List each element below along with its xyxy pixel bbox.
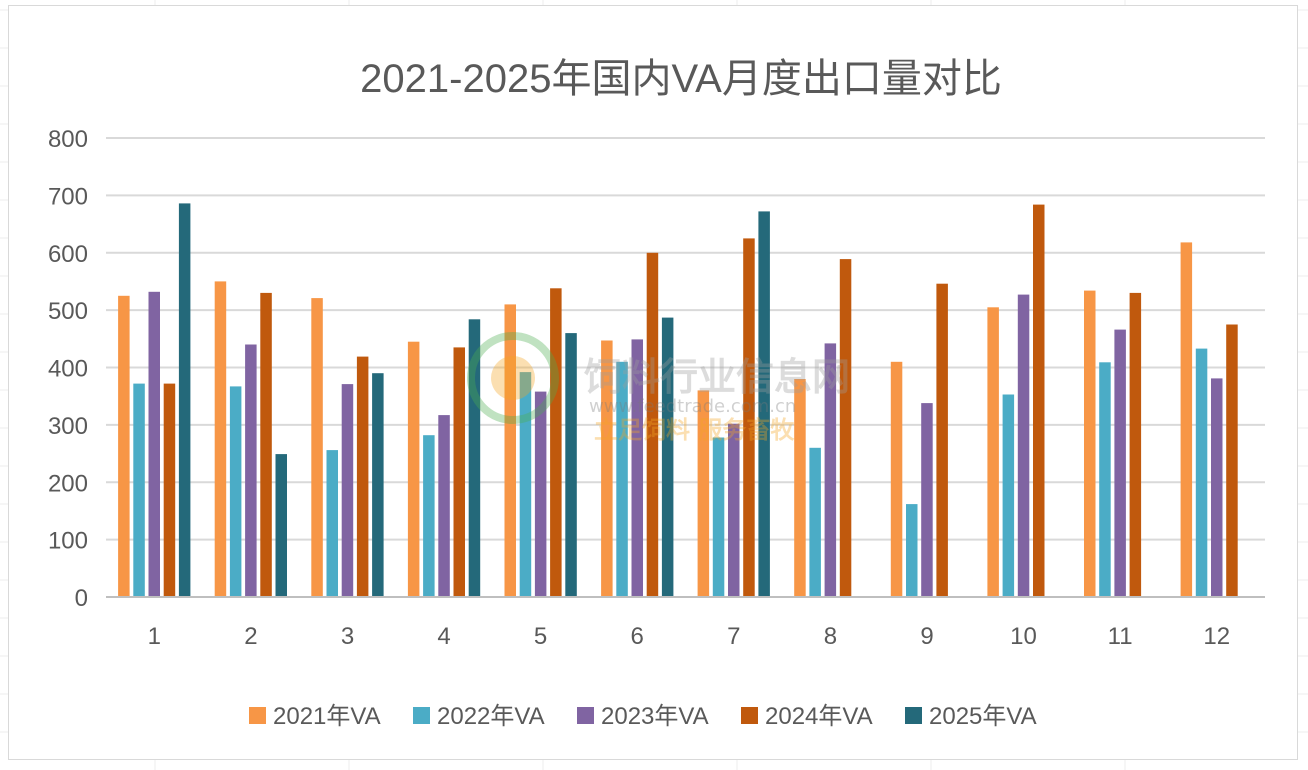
bar xyxy=(565,333,577,597)
x-tick-label: 1 xyxy=(148,623,161,650)
x-tick-label: 12 xyxy=(1203,623,1230,650)
bar xyxy=(809,447,821,597)
bar xyxy=(1195,348,1208,597)
bar xyxy=(229,386,242,597)
bar xyxy=(1180,242,1193,597)
bar xyxy=(245,344,257,597)
legend-swatch xyxy=(249,707,266,724)
bar-chart: 2021-2025年国内VA月度出口量对比 饲料行业信息网 www.feedtr… xyxy=(48,57,1265,730)
watermark-slogan: 立足饲料 服务畜牧 xyxy=(594,416,795,444)
watermark-name: 饲料行业信息网 xyxy=(584,355,850,399)
x-tick-label: 6 xyxy=(631,623,644,650)
bar xyxy=(372,373,384,597)
bar xyxy=(163,383,176,597)
bar xyxy=(148,291,160,597)
x-tick-label: 5 xyxy=(534,623,547,650)
bar xyxy=(438,415,450,597)
bar xyxy=(519,372,532,597)
legend-label: 2024年VA xyxy=(765,703,873,730)
y-tick-label: 400 xyxy=(48,356,88,383)
gridlines xyxy=(106,137,1265,541)
x-tick-label: 4 xyxy=(437,623,450,650)
bar xyxy=(214,281,227,597)
bars xyxy=(118,203,1238,598)
bar xyxy=(1017,294,1030,597)
bar xyxy=(1084,290,1096,597)
bar xyxy=(356,356,369,597)
x-tick-label: 7 xyxy=(727,623,740,650)
bar xyxy=(311,298,323,597)
bar xyxy=(275,454,287,597)
legend: 2021年VA 2022年VA 2023年VA 2024年VA 2025年VA xyxy=(249,703,1037,730)
bar xyxy=(631,339,643,597)
y-tick-label: 300 xyxy=(48,413,88,440)
x-tick-label: 3 xyxy=(341,623,354,650)
x-tick-label: 11 xyxy=(1108,623,1133,650)
x-tick-label: 8 xyxy=(824,623,837,650)
watermark-logo-icon xyxy=(467,332,559,424)
bar xyxy=(936,283,948,597)
watermark: 饲料行业信息网 www.feedtrade.com.cn 立足饲料 服务畜牧 xyxy=(467,332,850,444)
bar xyxy=(743,238,755,597)
chart-container[interactable]: 2021-2025年国内VA月度出口量对比 饲料行业信息网 www.feedtr… xyxy=(8,5,1298,760)
bar xyxy=(550,288,562,597)
x-tick-label: 2 xyxy=(244,623,257,650)
y-tick-label: 200 xyxy=(48,470,88,497)
bar xyxy=(1033,204,1045,597)
y-tick-label: 500 xyxy=(48,298,88,325)
bar xyxy=(839,259,852,597)
bar xyxy=(407,341,420,597)
bar xyxy=(453,347,465,597)
bar xyxy=(661,317,674,597)
y-tick-label: 0 xyxy=(75,585,88,612)
bar xyxy=(712,437,725,597)
legend-swatch xyxy=(413,707,430,724)
bar xyxy=(616,361,628,597)
bar xyxy=(504,304,516,597)
x-tick-label: 10 xyxy=(1010,623,1037,650)
watermark-logo-inner-icon xyxy=(491,356,535,400)
y-tick-label: 600 xyxy=(48,241,88,268)
bar xyxy=(758,211,770,597)
bar xyxy=(794,379,806,597)
bar xyxy=(987,307,999,597)
bar xyxy=(133,383,145,597)
legend-swatch xyxy=(577,707,594,724)
legend-label: 2021年VA xyxy=(273,703,381,730)
legend-label: 2022年VA xyxy=(437,703,545,730)
bar xyxy=(906,504,918,597)
bar xyxy=(601,340,613,597)
bar xyxy=(341,384,354,597)
bar xyxy=(1114,329,1126,597)
legend-label: 2023年VA xyxy=(601,703,709,730)
bar xyxy=(118,295,130,597)
x-tick-label: 9 xyxy=(920,623,933,650)
bar xyxy=(646,252,659,598)
chart-title: 2021-2025年国内VA月度出口量对比 xyxy=(360,57,1002,101)
y-tick-label: 700 xyxy=(48,183,88,210)
legend-swatch xyxy=(741,707,758,724)
bar xyxy=(1002,394,1015,597)
bar xyxy=(1099,362,1111,597)
bar xyxy=(534,391,547,597)
bar xyxy=(824,343,837,597)
bar xyxy=(178,203,191,597)
y-tick-label: 100 xyxy=(48,528,88,555)
bar xyxy=(1211,378,1223,597)
bar xyxy=(921,403,933,597)
bar xyxy=(326,450,338,597)
legend-swatch xyxy=(905,707,922,724)
bar xyxy=(697,390,710,597)
bar xyxy=(1129,292,1142,597)
bar xyxy=(890,361,903,597)
legend-label: 2025年VA xyxy=(929,703,1037,730)
watermark-url: www.feedtrade.com.cn xyxy=(589,396,796,417)
bar xyxy=(468,319,481,597)
bar xyxy=(260,292,272,597)
bar xyxy=(1226,324,1238,597)
bar xyxy=(423,435,435,597)
bar xyxy=(728,423,740,597)
y-tick-label: 800 xyxy=(48,126,88,153)
